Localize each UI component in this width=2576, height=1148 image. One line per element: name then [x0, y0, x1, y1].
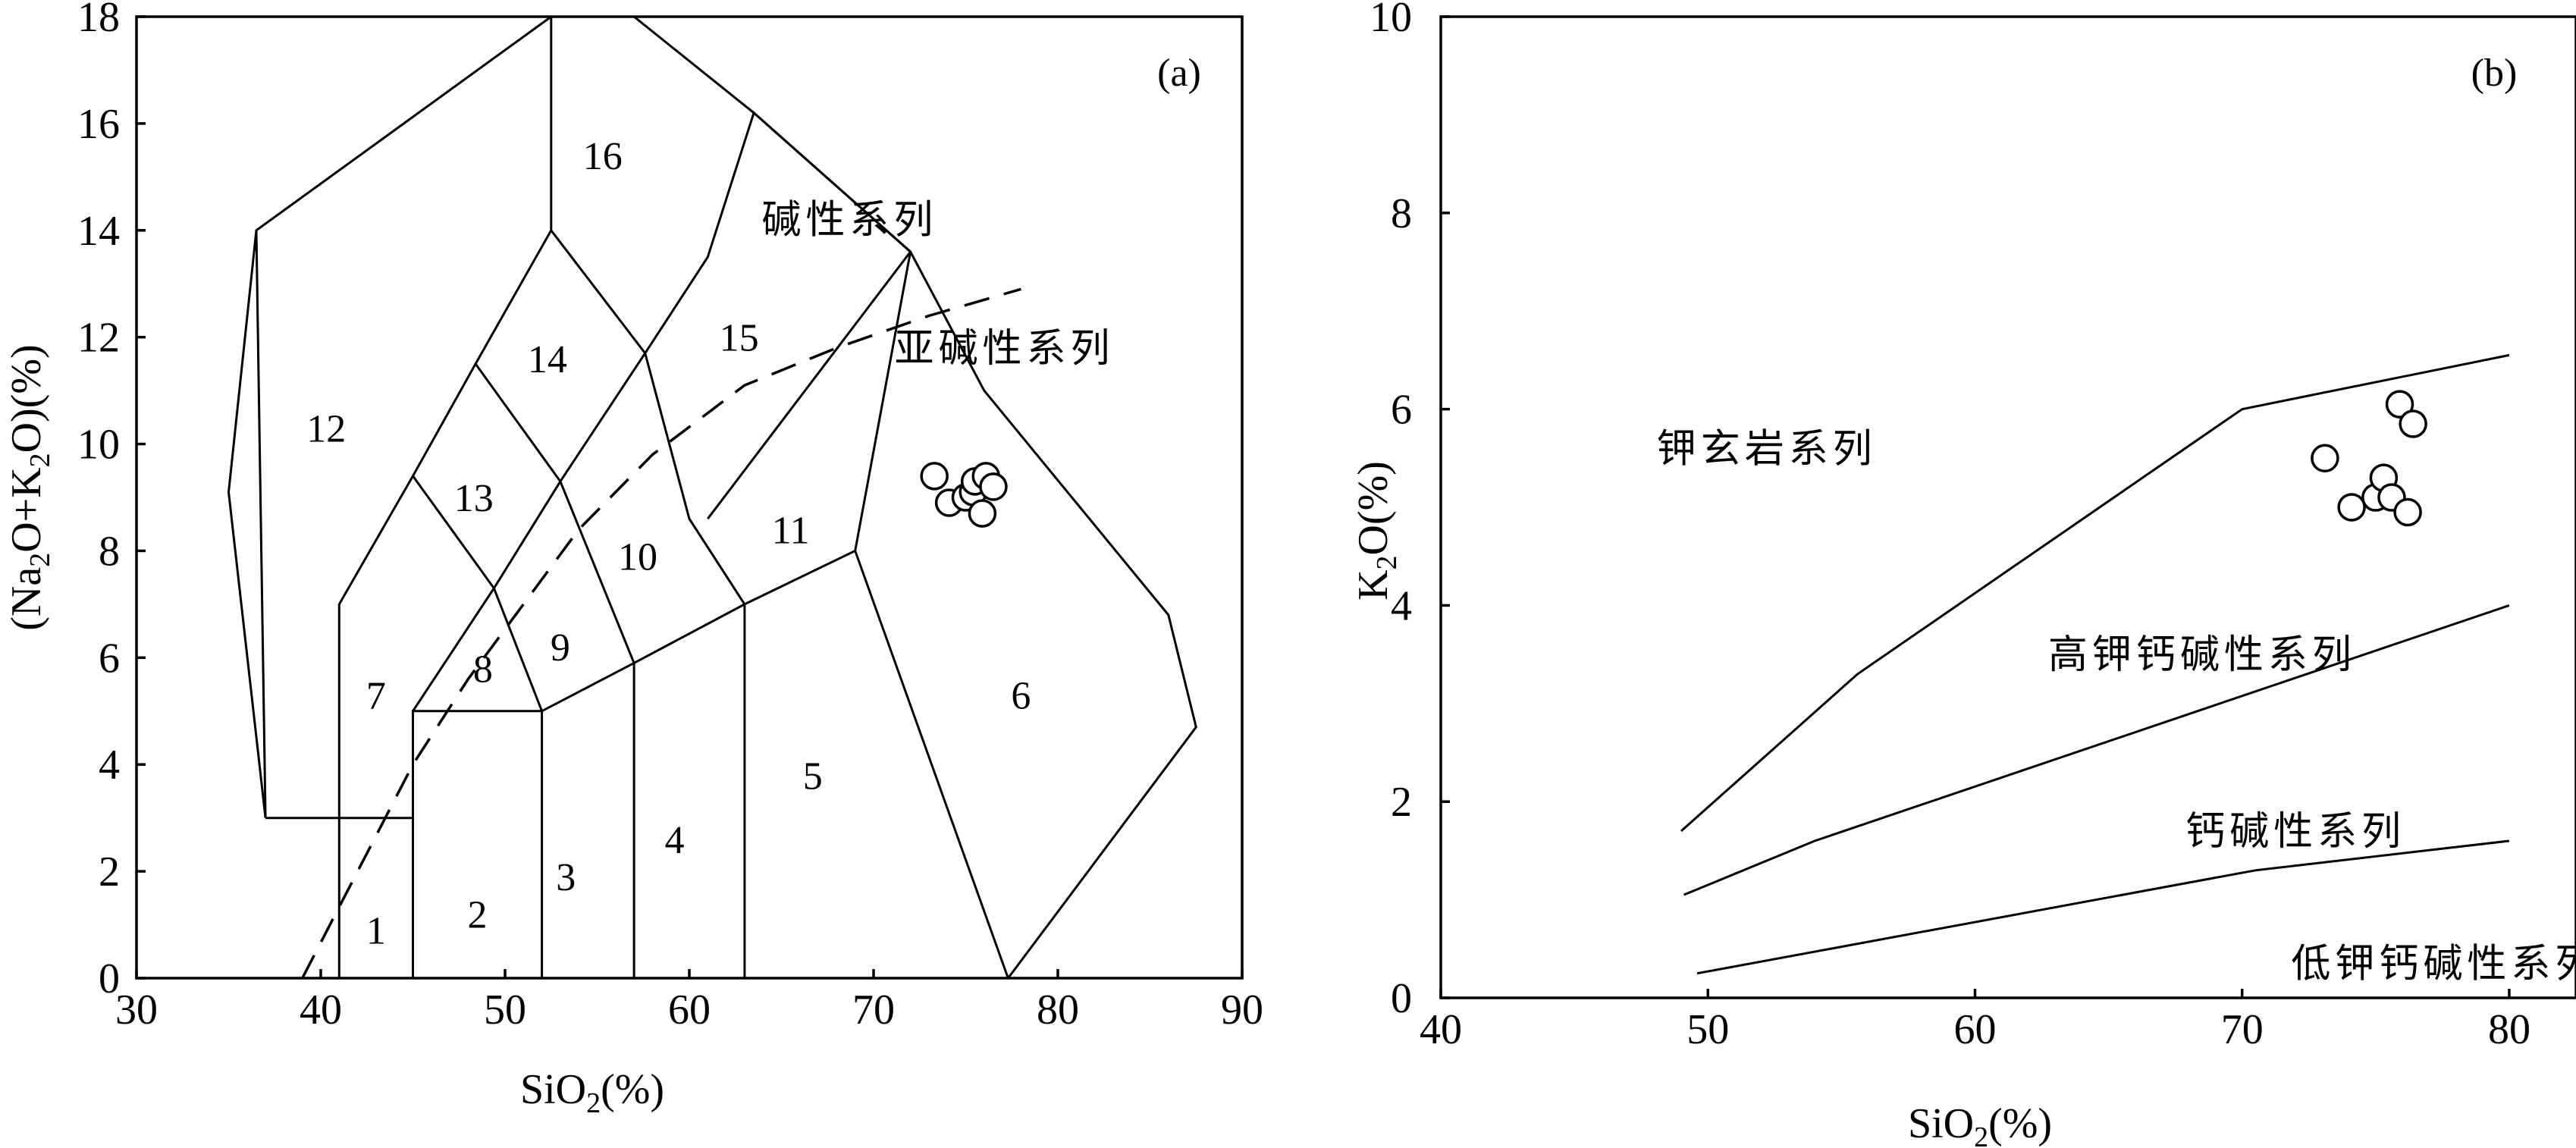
alkaline-subalkaline-divider [301, 287, 1021, 979]
panel-b-y-tick-label: 4 [1391, 582, 1412, 629]
panel-a-x-tick-label: 80 [1037, 986, 1079, 1034]
panel-a-x-tick-label: 60 [668, 986, 711, 1034]
field-boundary-line [707, 251, 912, 551]
field-boundary-line [227, 230, 267, 818]
panel-a-sample-points [920, 462, 1008, 528]
field-label: 10 [618, 535, 657, 579]
field-label: 7 [366, 675, 386, 718]
panel-a-x-axis-label: SiO2(%) [520, 1066, 664, 1119]
panel-b-label: (b) [2471, 52, 2518, 95]
panel-b-y-tick-label: 8 [1391, 190, 1412, 237]
panel-a-field-boundaries [227, 15, 1197, 979]
field-boundary-line [644, 353, 746, 605]
panel-a-y-axis-label: (Na2O+K2O)(%) [3, 344, 56, 630]
panel-b-y-tick-label: 2 [1391, 779, 1412, 826]
sample-point [920, 462, 949, 491]
field-label: 14 [528, 338, 567, 381]
panel-b-y-tick-label: 6 [1391, 387, 1412, 434]
panel-a-y-tick-label: 12 [77, 315, 120, 362]
field-label: 6 [1011, 675, 1031, 718]
panel-a-y-tick-label: 8 [99, 528, 120, 575]
field-label: 2 [468, 893, 488, 936]
panel-a-x-tick-label: 30 [115, 986, 158, 1034]
panel-a-x-tick-label: 70 [852, 986, 895, 1034]
field-label: 11 [772, 509, 810, 552]
panel-a-y-tick-label: 2 [99, 848, 120, 896]
panel-a-y-tick-label: 14 [77, 208, 120, 255]
panel-b-y-axis-label: K2O(%) [1350, 461, 1403, 601]
panel-a-y-tick-label: 10 [77, 422, 120, 469]
panel-b-y-tick-label: 0 [1391, 975, 1412, 1022]
panel-b-x-tick-label: 60 [1953, 1006, 1996, 1053]
series-region-label: 钾玄岩系列 [1657, 426, 1877, 472]
panel-b-x-tick-label: 40 [1420, 1006, 1462, 1053]
series-region-label: 低钾钙碱性系列 [2291, 942, 2576, 987]
panel-b-y-tick-label: 10 [1370, 0, 1412, 41]
sample-point [979, 472, 1008, 501]
panel-b-x-tick-label: 80 [2488, 1006, 2531, 1053]
field-label: 12 [306, 407, 346, 450]
panel-b-plot-frame [1439, 15, 2576, 999]
panel-a-y-tick-label: 16 [77, 101, 120, 148]
panel-b-x-tick-label: 70 [2221, 1006, 2264, 1053]
panel-a-x-tick-label: 90 [1221, 986, 1263, 1034]
sample-point [2385, 390, 2414, 419]
panel-a-label: (a) [1157, 52, 1201, 95]
field-label: 15 [720, 317, 759, 360]
field-label: 4 [665, 819, 685, 862]
field-boundary-line [474, 363, 635, 663]
sample-point [968, 499, 997, 528]
series-region-label: 钙碱性系列 [2185, 809, 2405, 855]
panel-b-series-boundaries [1680, 353, 2510, 975]
field-boundary-line [412, 475, 543, 712]
panel-a-y-tick-label: 4 [99, 742, 120, 789]
field-label: 5 [803, 754, 823, 798]
field-boundary-line [412, 352, 646, 712]
panel-a-plot-frame [135, 15, 1244, 980]
sample-point [2399, 409, 2427, 438]
panel-a-y-tick-label: 6 [99, 635, 120, 682]
panel-a-y-tick-label: 18 [77, 0, 120, 41]
sample-point [2311, 444, 2339, 473]
panel-a-alkaline-divider [301, 287, 1021, 979]
field-label: 16 [583, 135, 623, 178]
field-label: 13 [454, 477, 494, 520]
series-boundary-line [1683, 604, 2510, 896]
panel-a-x-tick-label: 50 [484, 986, 526, 1034]
series-boundary-line [1680, 353, 2510, 833]
panel-b-sample-points [2311, 390, 2427, 527]
panel-b-axes: 40 50 60 70 80 0 2 4 6 8 10 [1370, 0, 2576, 1053]
field-label: 3 [556, 856, 576, 899]
series-boundary-line [1696, 839, 2510, 975]
field-label: 8 [473, 648, 493, 691]
sample-point [2393, 497, 2422, 527]
panel-a-y-tick-label: 0 [99, 955, 120, 1002]
field-boundary-line [265, 549, 1009, 979]
field-label: 9 [551, 626, 570, 670]
series-region-label: 亚碱性系列 [895, 326, 1115, 372]
panel-a-x-tick-label: 40 [300, 986, 342, 1034]
series-region-label: 高钾钙碱性系列 [2048, 632, 2356, 678]
series-region-label: 碱性系列 [761, 198, 937, 243]
panel-b-x-tick-label: 50 [1686, 1006, 1729, 1053]
sample-point [2337, 493, 2366, 522]
panel-b-x-axis-label: SiO2(%) [1908, 1100, 2052, 1148]
field-label: 1 [366, 910, 386, 953]
panel-b-k2o-diagram: 40 50 60 70 80 0 2 4 6 8 10 钾玄岩系列高钾钙碱性系列钙碱性系列低钾钙碱性… [1350, 0, 2576, 1148]
